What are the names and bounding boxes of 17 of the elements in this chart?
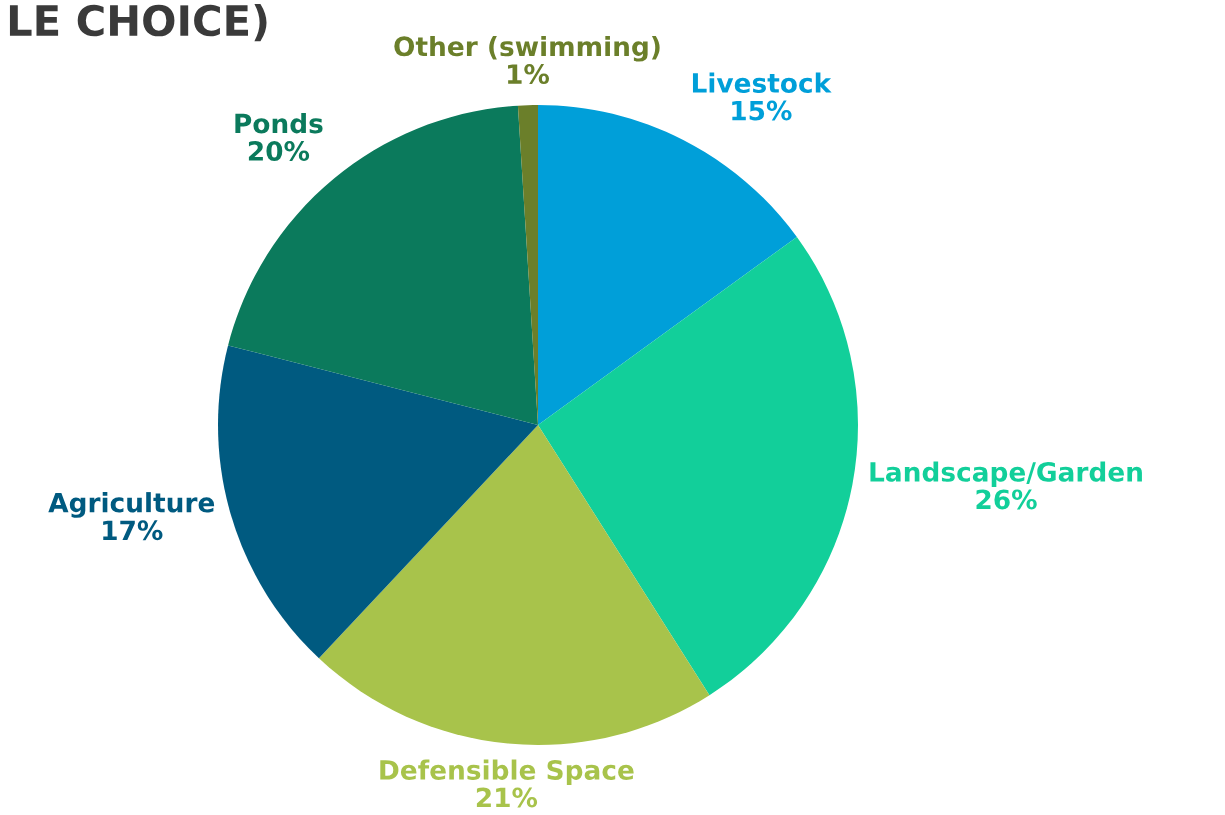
slice-label: Ponds — [235, 113, 323, 134]
pie-slice — [318, 425, 710, 745]
slice-label: Landscape/Garden — [870, 461, 1142, 487]
slice-label: Other (swimming) — [394, 35, 660, 62]
slice-label: Livestock — [692, 72, 832, 93]
pie-slice — [218, 345, 538, 659]
pie-slice — [228, 105, 538, 425]
slice-label: Agriculture — [48, 492, 215, 518]
data-label: 15% — [732, 100, 792, 121]
data-label: 17% — [103, 520, 163, 541]
chart-title: LE CHOICE) — [9, 4, 267, 42]
slice-label: Defensible Space — [380, 759, 634, 786]
data-label: 21% — [476, 787, 538, 808]
data-label: 26% — [976, 489, 1037, 510]
data-label: 20% — [248, 141, 310, 161]
data-label: 1% — [508, 64, 550, 85]
pie-slice — [538, 236, 858, 696]
